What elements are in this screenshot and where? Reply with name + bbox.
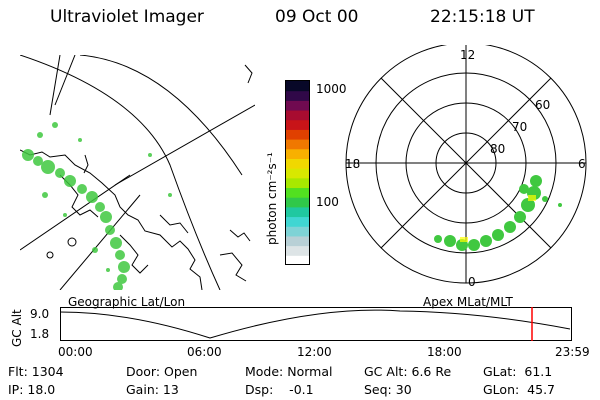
info-door: Door: Open bbox=[126, 364, 198, 379]
alt-tick-1-8: 1.8 bbox=[30, 327, 50, 341]
mlt-label-18: 18 bbox=[345, 157, 361, 171]
mlat-label-60: 60 bbox=[535, 98, 551, 112]
instrument-title: Ultraviolet Imager bbox=[50, 7, 204, 27]
altitude-plot bbox=[60, 307, 572, 341]
colorbar-swatch bbox=[286, 245, 309, 256]
time-label: 22:15:18 UT bbox=[430, 7, 535, 27]
colorbar-swatch bbox=[286, 235, 309, 247]
aurora-emission bbox=[22, 122, 172, 290]
altitude-axis-label: GC Alt bbox=[10, 309, 24, 347]
time-tick-2359: 23:59 bbox=[555, 345, 590, 359]
info-seq: Seq: 30 bbox=[364, 382, 412, 397]
colorbar-swatch bbox=[286, 197, 309, 208]
colorbar-swatch bbox=[286, 100, 309, 111]
geographic-map bbox=[20, 55, 255, 290]
colorbar-swatch bbox=[286, 119, 309, 130]
colorbar-swatch bbox=[286, 226, 309, 237]
info-mode: Mode: Normal bbox=[245, 364, 333, 379]
info-ip: IP: 18.0 bbox=[8, 382, 56, 397]
colorbar-swatch bbox=[286, 81, 309, 92]
mlt-label-6: 6 bbox=[578, 157, 586, 171]
colorbar-swatch bbox=[286, 148, 309, 159]
colorbar-unit-label: photon cm⁻²s⁻¹ bbox=[265, 152, 279, 245]
colorbar-swatch bbox=[286, 139, 309, 150]
mlat-label-70: 70 bbox=[512, 120, 528, 134]
info-gain: Gain: 13 bbox=[126, 382, 179, 397]
time-tick-0000: 00:00 bbox=[58, 345, 93, 359]
mlat-label-80: 80 bbox=[490, 142, 506, 156]
time-tick-1800: 18:00 bbox=[427, 345, 462, 359]
colorbar-swatch bbox=[286, 206, 309, 218]
colorbar-swatch bbox=[286, 177, 309, 189]
polar-mlt-plot bbox=[345, 45, 587, 284]
colorbar-swatch bbox=[286, 168, 309, 179]
polar-aurora-oval bbox=[434, 175, 562, 251]
colorbar-swatch bbox=[286, 129, 309, 140]
colorbar bbox=[285, 80, 310, 265]
colorbar-swatch bbox=[286, 158, 309, 169]
info-glat: GLat: 61.1 bbox=[483, 364, 553, 379]
info-gc-alt: GC Alt: 6.6 Re bbox=[364, 364, 452, 379]
date-label: 09 Oct 00 bbox=[275, 7, 359, 27]
colorbar-swatch bbox=[286, 90, 309, 101]
mlt-label-12: 12 bbox=[460, 48, 476, 62]
colorbar-swatch bbox=[286, 187, 309, 198]
time-tick-1200: 12:00 bbox=[297, 345, 332, 359]
colorbar-swatch bbox=[286, 216, 309, 227]
info-dsp: Dsp: -0.1 bbox=[245, 382, 314, 397]
right-panel-caption: Apex MLat/MLT bbox=[423, 295, 513, 309]
time-tick-0600: 06:00 bbox=[187, 345, 222, 359]
info-glon: GLon: 45.7 bbox=[483, 382, 555, 397]
colorbar-tick-100: 100 bbox=[316, 195, 339, 209]
colorbar-swatch bbox=[286, 255, 309, 265]
colorbar-tick-1000: 1000 bbox=[316, 82, 347, 96]
left-panel-caption: Geographic Lat/Lon bbox=[68, 295, 186, 309]
alt-tick-9: 9.0 bbox=[30, 307, 50, 321]
mlt-label-0: 0 bbox=[468, 275, 476, 289]
info-flight: Flt: 1304 bbox=[8, 364, 64, 379]
colorbar-swatch bbox=[286, 110, 309, 121]
